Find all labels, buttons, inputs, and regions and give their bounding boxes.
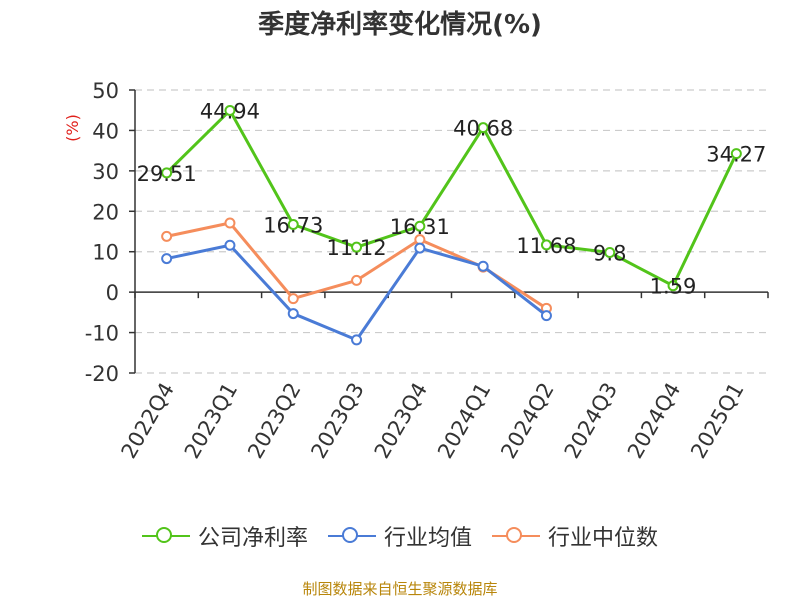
y-tick-label: 20	[92, 200, 119, 224]
data-point-1	[414, 242, 426, 254]
data-label: 16.31	[390, 215, 450, 239]
y-axis-label: (%)	[63, 114, 82, 142]
y-tick-label: 0	[106, 281, 119, 305]
legend-label-industry-median: 行业中位数	[548, 526, 659, 551]
data-point-2	[224, 217, 236, 229]
data-point-2	[287, 293, 299, 305]
series-line-0	[165, 108, 738, 288]
data-point-1	[540, 310, 552, 322]
data-point-0	[161, 167, 173, 179]
legend-item-company[interactable]: 公司净利率	[141, 520, 308, 552]
legend: 公司净利率 行业均值 行业中位数	[0, 518, 800, 554]
data-point-0	[604, 247, 616, 259]
data-point-0	[730, 148, 742, 160]
x-tick-label: 2024Q2	[496, 379, 558, 463]
chart-title: 季度净利率变化情况(%)	[258, 10, 542, 40]
x-tick-label: 2022Q4	[117, 379, 179, 463]
y-tick-label: 30	[92, 160, 119, 184]
data-point-1	[287, 308, 299, 320]
data-label: 29.51	[137, 162, 197, 186]
x-tick-label: 2023Q1	[180, 379, 242, 463]
data-point-0	[477, 122, 489, 134]
legend-swatch-industry-median	[492, 526, 540, 546]
x-tick-label: 2023Q3	[306, 379, 368, 463]
data-point-1	[161, 253, 173, 265]
x-tick-label: 2024Q3	[560, 379, 622, 463]
y-tick-label: 40	[92, 119, 119, 143]
data-label: 40.68	[453, 117, 513, 141]
legend-label-company: 公司净利率	[197, 526, 308, 551]
x-tick-label: 2023Q2	[243, 379, 305, 463]
legend-label-industry-avg: 行业均值	[383, 526, 472, 551]
y-tick-label: -20	[85, 362, 119, 386]
y-tick-label: 50	[92, 79, 119, 103]
y-tick-label: 10	[92, 241, 119, 265]
x-tick-label: 2024Q4	[623, 379, 685, 463]
data-point-1	[224, 239, 236, 251]
data-point-0	[414, 220, 426, 232]
data-point-0	[540, 239, 552, 251]
data-source-note: 制图数据来自恒生聚源数据库	[302, 580, 498, 598]
data-point-1	[477, 260, 489, 272]
data-label: 16.73	[263, 214, 323, 238]
data-point-1	[351, 334, 363, 346]
data-label: 44.94	[200, 99, 260, 123]
data-point-0	[667, 280, 679, 292]
legend-swatch-industry-avg	[327, 526, 376, 546]
legend-swatch-company	[141, 526, 190, 546]
data-label: 1.59	[650, 275, 697, 299]
x-tick-label: 2024Q1	[433, 379, 495, 463]
data-point-2	[161, 230, 173, 242]
data-label: 34.27	[706, 143, 766, 167]
x-tick-label: 2023Q4	[370, 379, 432, 463]
data-label: 11.12	[326, 236, 386, 260]
data-point-0	[224, 104, 236, 116]
y-tick-label: -10	[85, 322, 119, 346]
data-point-0	[351, 241, 363, 253]
data-point-2	[351, 274, 363, 286]
legend-item-industry-avg[interactable]: 行业均值	[327, 520, 472, 552]
data-label: 11.68	[516, 234, 576, 258]
legend-item-industry-median[interactable]: 行业中位数	[492, 520, 658, 552]
data-label: 9.8	[593, 242, 626, 266]
data-point-0	[287, 219, 299, 231]
x-tick-label: 2025Q1	[686, 379, 748, 463]
